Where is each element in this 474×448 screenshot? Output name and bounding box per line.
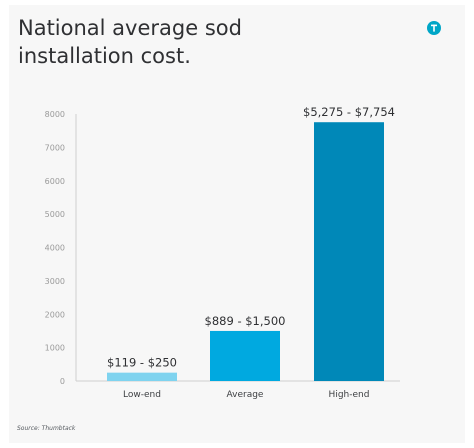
x-tick-label: Low-end: [123, 390, 161, 400]
bar: [107, 372, 177, 381]
y-tick-label: 5000: [45, 210, 65, 219]
source-note: Source: Thumbtack: [17, 425, 76, 432]
y-tick-label: 4000: [45, 244, 65, 253]
chart-title: National average sod installation cost.: [18, 14, 378, 70]
data-label: $5,275 - $7,754: [303, 105, 395, 119]
y-tick-label: 0: [60, 377, 65, 386]
data-label: $889 - $1,500: [205, 314, 286, 328]
chart-title-line-1: National average sod: [18, 16, 242, 40]
x-tick-label: Average: [227, 390, 264, 400]
thumbtack-icon: [427, 21, 441, 35]
y-tick-label: 6000: [45, 177, 65, 186]
y-tick-label: 1000: [45, 344, 65, 353]
bar-chart: 0 1000 2000 3000 4000 5000 6000 7000 8000 $119 - …: [45, 105, 400, 400]
chart-title-line-2: installation cost.: [18, 44, 191, 68]
y-tick-label: 8000: [45, 110, 65, 119]
y-tick-label: 3000: [45, 277, 65, 286]
bar: [314, 122, 384, 381]
y-tick-label: 7000: [45, 143, 65, 152]
data-label: $119 - $250: [107, 356, 177, 370]
x-tick-label: High-end: [329, 390, 370, 400]
bar: [210, 330, 280, 381]
y-tick-label: 2000: [45, 310, 65, 319]
